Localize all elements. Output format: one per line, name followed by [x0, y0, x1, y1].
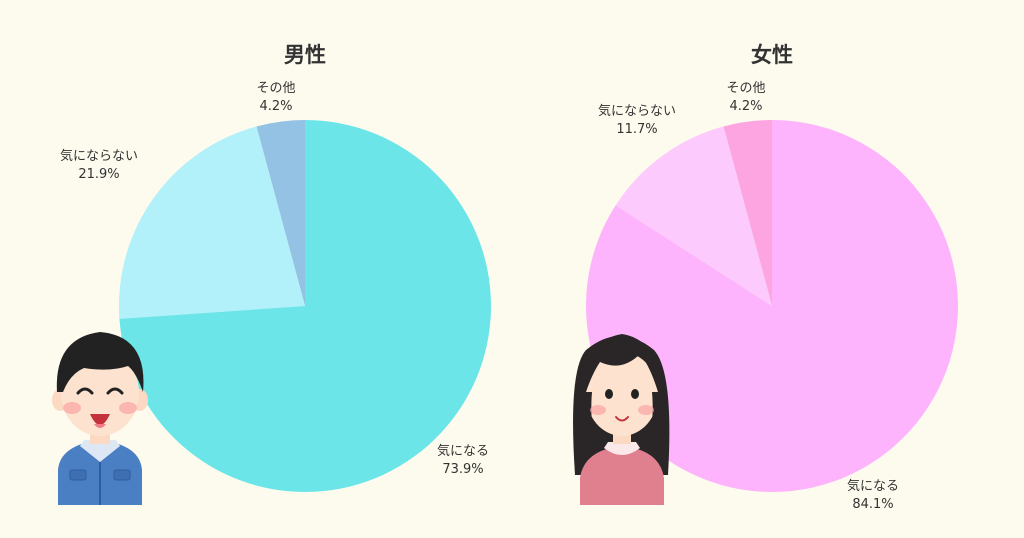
male-label-kininaru-value: 73.9% — [442, 462, 483, 477]
male-pie-chart: 男性 気になる 73.9% 気にならない 21.9% その他 4.2% — [60, 43, 491, 492]
female-label-sonota-name: その他 — [726, 81, 765, 96]
female-label-kininaranai-name: 気にならない — [598, 103, 676, 119]
male-label-sonota-name: その他 — [256, 81, 295, 96]
male-slice-sonota — [256, 120, 305, 306]
male-chart-title: 男性 — [284, 43, 326, 67]
male-label-kininaru-name: 気になる — [437, 443, 489, 459]
female-label-sonota-value: 4.2% — [729, 99, 762, 114]
male-label-kininaranai-value: 21.9% — [78, 167, 119, 182]
woman-illustration — [573, 334, 670, 505]
male-label-kininaranai-name: 気にならない — [60, 148, 138, 164]
man-illustration — [52, 332, 148, 505]
female-slice-kininaru — [585, 120, 958, 492]
female-label-kininaru-value: 84.1% — [852, 497, 893, 512]
female-label-kininaranai-value: 11.7% — [616, 122, 657, 137]
female-chart-title: 女性 — [751, 43, 793, 67]
male-label-sonota-value: 4.2% — [259, 99, 292, 114]
male-slice-kininaru — [119, 120, 491, 492]
male-slice-kininaranai — [119, 126, 305, 319]
female-slice-sonota — [723, 120, 772, 306]
female-slice-kininaranai — [615, 126, 772, 306]
female-pie-chart: 女性 気になる 84.1% 気にならない 11.7% その他 4.2% — [585, 43, 958, 512]
female-label-kininaru-name: 気になる — [847, 478, 899, 494]
